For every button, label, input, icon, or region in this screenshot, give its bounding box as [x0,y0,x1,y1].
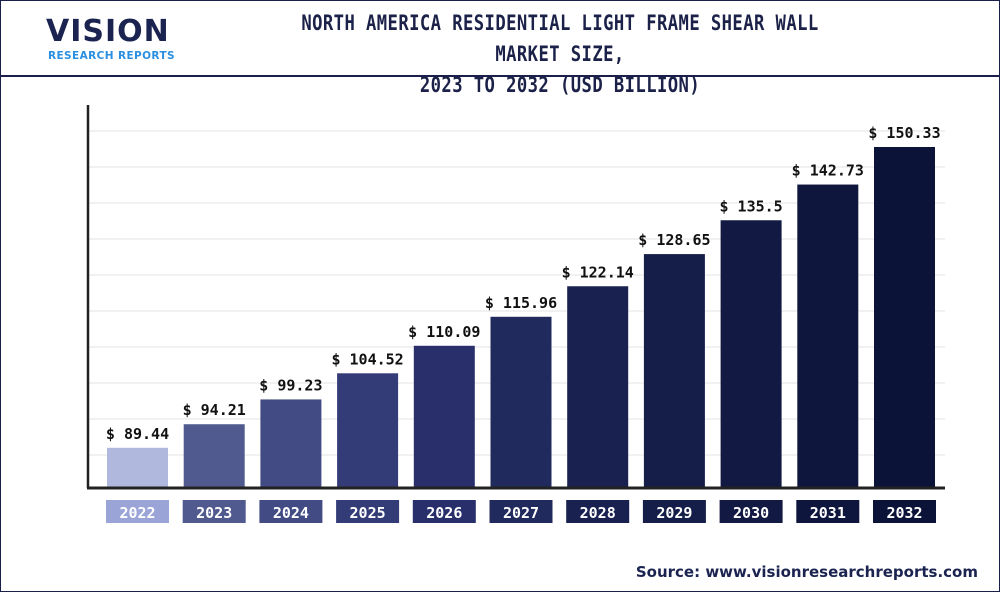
x-tick-label-2031: 2031 [810,504,846,522]
x-tick-box-2026 [412,500,476,523]
x-tick-label-2028: 2028 [580,504,616,522]
bar-2028 [567,286,629,487]
bar-2030 [720,220,782,487]
bar-2025 [337,373,399,487]
data-label-2031: $ 142.73 [792,162,864,180]
bar-2026 [413,345,475,487]
x-tick-box-2032 [873,500,936,523]
header: VISION RESEARCH REPORTS NORTH AMERICA RE… [0,0,1000,97]
x-tick-box-2027 [489,500,553,523]
x-tick-box-2028 [566,500,630,523]
data-label-2024: $ 99.23 [259,376,322,394]
data-label-2029: $ 128.65 [638,231,710,249]
data-label-2023: $ 94.21 [183,401,246,419]
bar-2024 [260,399,322,487]
bar-2032 [874,147,935,487]
logo: VISION RESEARCH REPORTS [40,14,175,64]
logo-main-text: VISION [46,14,170,49]
bar-2031 [797,184,859,487]
data-label-2027: $ 115.96 [485,294,557,312]
data-label-2025: $ 104.52 [331,350,403,368]
bar-2023 [183,424,245,487]
x-tick-box-2030 [719,500,783,523]
x-tick-label-2022: 2022 [119,504,155,522]
x-tick-label-2025: 2025 [350,504,386,522]
x-tick-label-2023: 2023 [196,504,232,522]
x-tick-label-2032: 2032 [886,504,922,522]
x-tick-box-2025 [336,500,400,523]
source-text: Source: www.visionresearchreports.com [635,563,978,581]
data-label-2032: $ 150.33 [868,124,940,142]
data-label-2028: $ 122.14 [562,263,634,281]
bar-2022 [107,447,168,487]
x-tick-box-2024 [259,500,323,523]
bar-2027 [490,316,552,487]
x-tick-box-2029 [642,500,706,523]
x-tick-label-2029: 2029 [656,504,692,522]
logo-sub-text: RESEARCH REPORTS [48,50,175,62]
data-label-2030: $ 135.5 [719,197,782,215]
chart-title-line1: NORTH AMERICA RESIDENTIAL LIGHT FRAME SH… [301,11,819,66]
chart-title-line2: 2023 TO 2032 (USD BILLION) [419,73,701,97]
x-tick-label-2024: 2024 [273,504,309,522]
x-tick-box-2023 [182,500,246,523]
x-tick-label-2027: 2027 [503,504,539,522]
bar-2029 [643,254,705,487]
data-label-2026: $ 110.09 [408,323,480,341]
chart-title: NORTH AMERICA RESIDENTIAL LIGHT FRAME SH… [265,8,855,101]
x-tick-box-2031 [796,500,860,523]
x-tick-box-2022 [106,500,169,523]
x-tick-label-2030: 2030 [733,504,769,522]
x-tick-label-2026: 2026 [426,504,462,522]
data-label-2022: $ 89.44 [106,425,169,443]
